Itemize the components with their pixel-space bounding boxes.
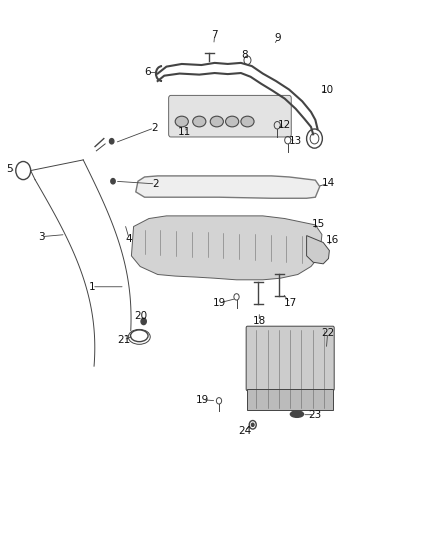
- Text: 12: 12: [278, 120, 291, 130]
- Text: 13: 13: [289, 136, 302, 146]
- Text: 23: 23: [308, 410, 321, 419]
- Text: 18: 18: [253, 317, 266, 326]
- Circle shape: [110, 139, 114, 144]
- FancyBboxPatch shape: [246, 326, 334, 391]
- Text: 8: 8: [241, 50, 248, 60]
- Text: 15: 15: [312, 219, 325, 229]
- Text: 19: 19: [196, 395, 209, 405]
- Text: 24: 24: [238, 426, 251, 435]
- Text: 14: 14: [322, 179, 335, 188]
- FancyBboxPatch shape: [169, 95, 291, 137]
- Circle shape: [111, 179, 115, 184]
- Text: 21: 21: [117, 335, 130, 345]
- Ellipse shape: [290, 411, 304, 417]
- Ellipse shape: [226, 116, 239, 127]
- Text: 20: 20: [134, 311, 148, 320]
- Text: 7: 7: [211, 30, 218, 40]
- Text: 17: 17: [283, 298, 297, 308]
- Polygon shape: [247, 389, 333, 410]
- Text: 11: 11: [177, 127, 191, 137]
- Text: 6: 6: [145, 68, 152, 77]
- Text: 2: 2: [152, 179, 159, 189]
- Polygon shape: [307, 236, 329, 264]
- Ellipse shape: [241, 116, 254, 127]
- Text: 5: 5: [6, 165, 13, 174]
- Ellipse shape: [193, 116, 206, 127]
- Text: 9: 9: [275, 34, 282, 43]
- Ellipse shape: [175, 116, 188, 127]
- Polygon shape: [136, 176, 320, 198]
- Text: 3: 3: [38, 232, 45, 241]
- Text: 2: 2: [151, 123, 158, 133]
- Text: 16: 16: [325, 235, 339, 245]
- Text: 10: 10: [321, 85, 334, 94]
- Text: 22: 22: [321, 328, 334, 338]
- Text: 19: 19: [213, 298, 226, 308]
- Circle shape: [141, 318, 146, 325]
- Circle shape: [251, 423, 254, 426]
- Text: 1: 1: [88, 282, 95, 292]
- Text: 4: 4: [126, 234, 133, 244]
- Ellipse shape: [210, 116, 223, 127]
- Polygon shape: [131, 216, 322, 280]
